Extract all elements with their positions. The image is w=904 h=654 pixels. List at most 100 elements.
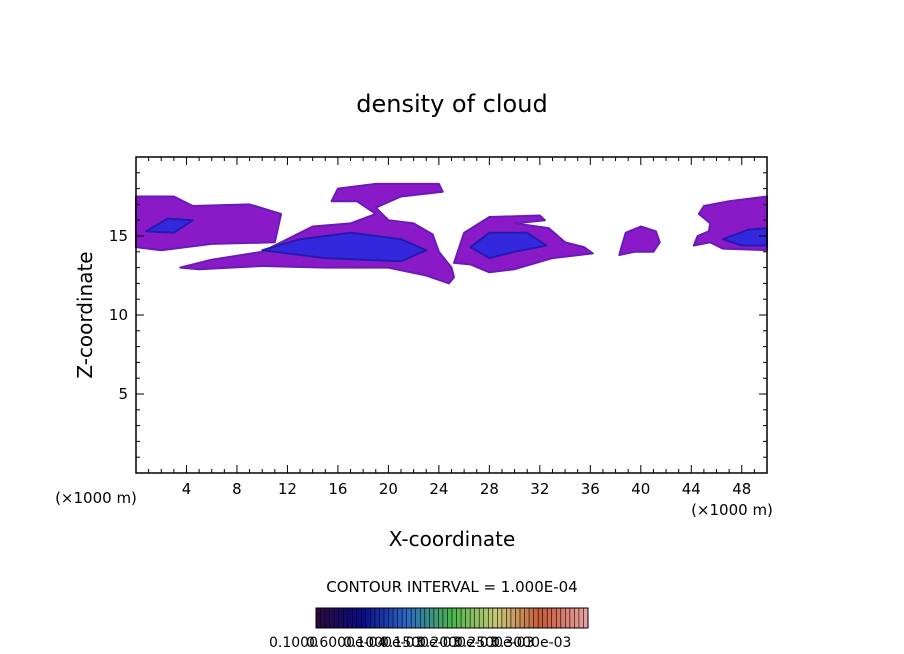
- colorbar-stripe: [551, 608, 557, 628]
- colorbar-stripe: [583, 608, 588, 628]
- y-axis-label: Z-coordinate: [73, 251, 97, 378]
- x-tick-label: 24: [429, 480, 448, 498]
- colorbar-stripe: [325, 608, 330, 628]
- colorbar-stripe: [388, 608, 394, 628]
- x-tick-label: 44: [682, 480, 701, 498]
- x-axis-label: X-coordinate: [389, 527, 516, 551]
- colorbar-stripe: [574, 608, 579, 628]
- colorbar-stripe: [520, 608, 525, 628]
- colorbar-label: 0.1000e-03: [343, 635, 423, 651]
- x-axis-ticks: 4 8 12 16 20 24 28 32 36 40 44 48: [148, 157, 755, 498]
- x-unit-right: (×1000 m): [691, 501, 773, 519]
- y-tick-label: 10: [109, 306, 128, 324]
- colorbar-stripe: [356, 608, 362, 628]
- colorbar-labels: 0.10000.6000e-040.1000e-030.1500e-030.20…: [269, 635, 571, 651]
- colorbar-label: 0.1000: [269, 635, 318, 651]
- x-tick-label: 12: [278, 480, 297, 498]
- y-tick-label: 5: [118, 385, 128, 403]
- colorbar-label: 0.2500e-03: [454, 635, 534, 651]
- x-unit-left: (×1000 m): [55, 489, 137, 507]
- colorbar-stripe: [320, 608, 326, 628]
- colorbar-stripe: [374, 608, 380, 628]
- x-tick-label: 8: [232, 480, 242, 498]
- colorbar-stripe: [542, 608, 548, 628]
- colorbar-stripe: [533, 608, 539, 628]
- colorbar-stripe: [347, 608, 353, 628]
- x-tick-label: 16: [328, 480, 347, 498]
- colorbar-stripe: [578, 608, 584, 628]
- colorbar-stripe: [370, 608, 375, 628]
- colorbar-label: 0.6000e-04: [306, 635, 387, 651]
- colorbar-stripe: [538, 608, 543, 628]
- colorbar-stripe: [420, 608, 425, 628]
- colorbar-stripe: [438, 608, 443, 628]
- colorbar-stripe: [316, 608, 321, 628]
- colorbar-stripe: [411, 608, 416, 628]
- colorbar-stripe: [424, 608, 430, 628]
- colorbar-stripe: [569, 608, 575, 628]
- x-tick-label: 40: [631, 480, 650, 498]
- cloud-core-main-band: [261, 231, 428, 263]
- colorbar-stripe: [465, 608, 471, 628]
- y-axis-ticks: 5 10 15: [109, 172, 767, 458]
- colorbar-stripe: [397, 608, 403, 628]
- colorbar-stripe: [479, 608, 484, 628]
- colorbar-stripe: [452, 608, 457, 628]
- colorbar-stripe: [556, 608, 561, 628]
- colorbar-stripe: [501, 608, 507, 628]
- colorbar-stripe: [361, 608, 366, 628]
- colorbar-stripe: [456, 608, 462, 628]
- colorbar-stripe: [547, 608, 552, 628]
- colorbar-stripe: [433, 608, 439, 628]
- colorbar-stripe: [565, 608, 570, 628]
- chart-title: density of cloud: [356, 90, 547, 118]
- colorbar-stripe: [329, 608, 335, 628]
- colorbar-stripe: [402, 608, 407, 628]
- colorbar-label: 0.1500e-03: [380, 635, 460, 651]
- x-tick-label: 48: [732, 480, 751, 498]
- colorbar-stripe: [461, 608, 466, 628]
- colorbar-stripe: [560, 608, 566, 628]
- colorbar-frame: [315, 607, 589, 629]
- colorbar-stripe: [406, 608, 412, 628]
- colorbar-stripe: [334, 608, 339, 628]
- y-tick-label: 15: [109, 227, 128, 245]
- colorbar-stripe: [492, 608, 498, 628]
- colorbar-stripe: [415, 608, 421, 628]
- cloud-left-edge: [135, 195, 283, 252]
- colorbar-stripe: [429, 608, 434, 628]
- x-tick-label: 20: [379, 480, 398, 498]
- x-tick-label: 36: [581, 480, 600, 498]
- cloud-regions: [135, 182, 768, 285]
- colorbar-stripe: [497, 608, 502, 628]
- x-tick-label: 28: [480, 480, 499, 498]
- colorbar-stripe: [510, 608, 516, 628]
- colorbar-stripe: [365, 608, 371, 628]
- colorbar: [315, 607, 589, 629]
- cloud-right-small: [618, 225, 661, 256]
- contour-interval-text: CONTOUR INTERVAL = 1.000E-04: [326, 578, 577, 596]
- colorbar-stripe: [488, 608, 493, 628]
- colorbar-stripe: [483, 608, 489, 628]
- colorbar-label: 0.3000e-03: [491, 635, 571, 651]
- colorbar-stripe: [442, 608, 448, 628]
- colorbar-stripe: [338, 608, 344, 628]
- colorbar-stripe: [506, 608, 511, 628]
- x-tick-label: 4: [182, 480, 192, 498]
- colorbar-stripe: [529, 608, 534, 628]
- colorbar-stripe: [379, 608, 384, 628]
- x-tick-label: 32: [530, 480, 549, 498]
- colorbar-stripe: [515, 608, 520, 628]
- colorbar-stripe: [384, 608, 389, 628]
- cloud-core-center-right: [469, 231, 548, 260]
- colorbar-stripe: [524, 608, 530, 628]
- colorbar-stripe: [352, 608, 357, 628]
- cloud-core-left-edge: [145, 217, 194, 234]
- colorbar-stripe: [447, 608, 452, 628]
- colorbar-stripe: [343, 608, 348, 628]
- colorbar-label: 0.2000e-03: [417, 635, 497, 651]
- chart-title-text: density of cloud: [356, 90, 547, 118]
- colorbar-stripe: [393, 608, 398, 628]
- colorbar-stripe: [470, 608, 475, 628]
